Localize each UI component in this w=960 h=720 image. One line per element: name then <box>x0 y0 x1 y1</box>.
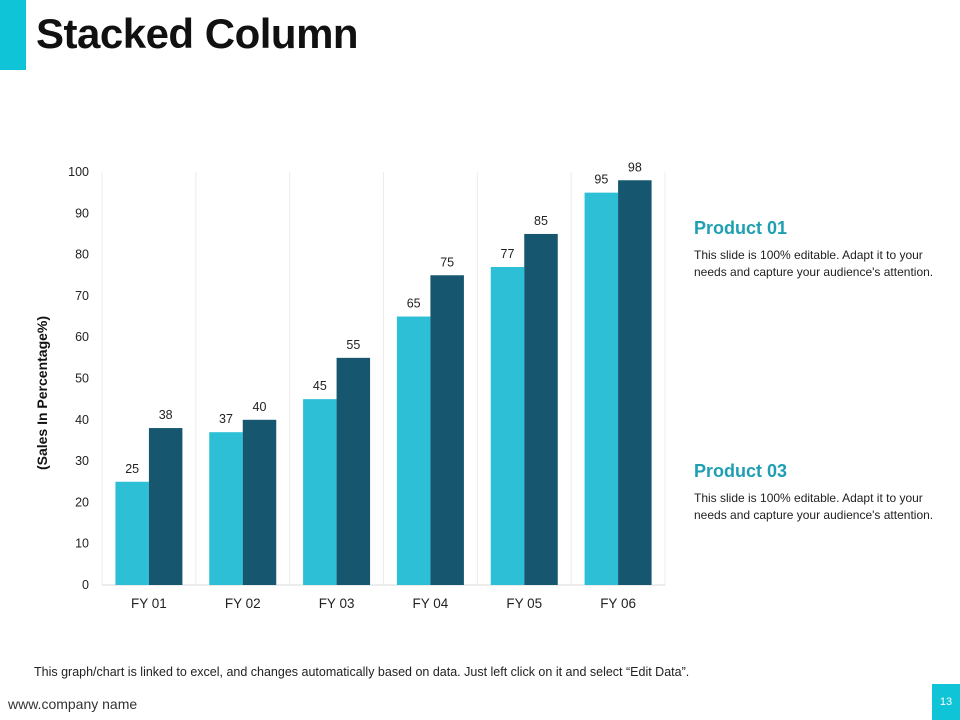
data-label: 37 <box>219 412 233 426</box>
x-tick-label: FY 02 <box>225 596 261 611</box>
y-tick-label: 30 <box>75 454 89 468</box>
y-tick-label: 70 <box>75 289 89 303</box>
bar-product-03 <box>430 275 464 585</box>
bar-product-01 <box>115 481 149 585</box>
x-tick-label: FY 05 <box>506 596 542 611</box>
bar-product-03 <box>148 428 183 585</box>
bar-product-01 <box>396 316 431 585</box>
y-tick-label: 10 <box>75 537 89 551</box>
data-label: 98 <box>628 160 642 174</box>
x-tick-label: FY 04 <box>413 596 449 611</box>
bar-product-01 <box>303 399 337 585</box>
data-label: 95 <box>594 173 608 187</box>
page-number: 13 <box>932 684 960 720</box>
bar-product-01 <box>490 266 525 585</box>
legend-product-01: Product 01 This slide is 100% editable. … <box>694 218 934 281</box>
y-tick-label: 90 <box>75 206 89 220</box>
chart-footnote: This graph/chart is linked to excel, and… <box>34 665 690 679</box>
data-label: 75 <box>440 255 454 269</box>
data-label: 77 <box>501 247 515 261</box>
bar-product-03 <box>242 419 277 585</box>
y-tick-label: 50 <box>75 372 89 386</box>
legend-title-product-03: Product 03 <box>694 461 788 481</box>
legend-product-03: Product 03 This slide is 100% editable. … <box>694 461 934 524</box>
bar-product-03 <box>618 180 652 585</box>
y-tick-label: 100 <box>68 165 89 179</box>
stacked-column-chart: 0 10 20 30 40 50 60 70 80 90 100 (Sales In Percenta… <box>34 160 666 611</box>
y-tick-label: 80 <box>75 248 89 262</box>
bar-product-03 <box>524 233 558 585</box>
data-label: 38 <box>159 408 173 422</box>
x-tick-label: FY 06 <box>600 596 636 611</box>
data-label: 65 <box>407 297 421 311</box>
y-tick-label: 60 <box>75 330 89 344</box>
data-label: 55 <box>346 338 360 352</box>
title-accent-bar <box>0 0 26 70</box>
legend-desc-product-03: This slide is 100% editable. Adapt it to… <box>694 491 934 522</box>
data-label: 45 <box>313 379 327 393</box>
legend-title-product-01: Product 01 <box>694 218 788 238</box>
data-label: 85 <box>534 214 548 228</box>
page-title: Stacked Column <box>36 10 359 57</box>
y-tick-label: 40 <box>75 413 89 427</box>
x-tick-label: FY 03 <box>319 596 355 611</box>
footer-url: www.company name <box>8 696 138 712</box>
bar-product-01 <box>584 192 619 585</box>
bar-product-03 <box>336 357 371 585</box>
legend-desc-product-01: This slide is 100% editable. Adapt it to… <box>694 248 934 279</box>
y-tick-label: 0 <box>82 578 89 592</box>
y-axis-label: (Sales In Percentage%) <box>34 316 50 470</box>
bar-product-01 <box>209 432 243 585</box>
data-label: 25 <box>125 462 139 476</box>
y-tick-label: 20 <box>75 495 89 509</box>
x-tick-label: FY 01 <box>131 596 167 611</box>
data-label: 40 <box>253 400 267 414</box>
